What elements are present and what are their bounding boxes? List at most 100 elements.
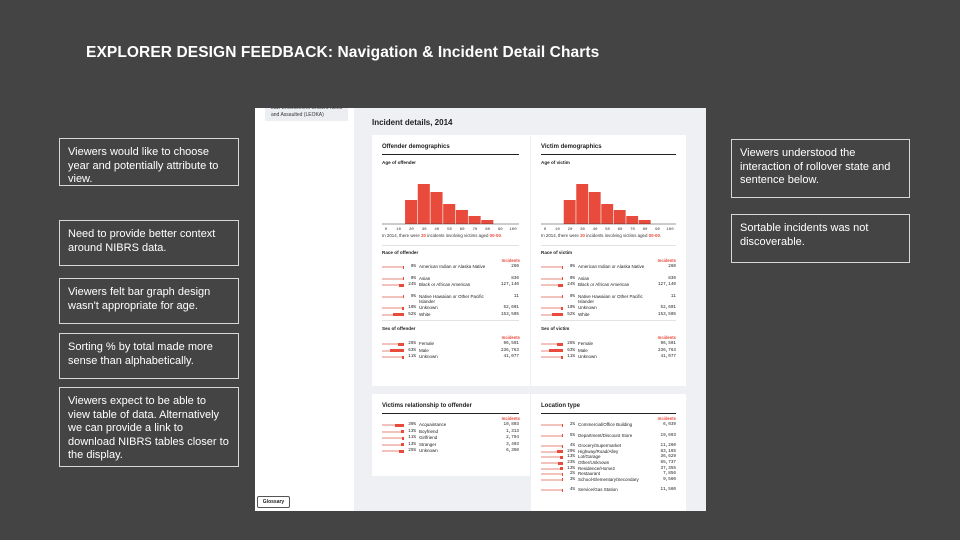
- row-percent: 0%: [569, 275, 575, 281]
- table-row[interactable]: 0% Asian 836: [382, 276, 519, 283]
- incidents-column-header[interactable]: Incidents: [501, 258, 520, 263]
- glossary-button[interactable]: Glossary: [257, 496, 290, 508]
- row-value: 11: [513, 293, 519, 299]
- table-row[interactable]: 11% Unknown 41,077: [541, 354, 676, 361]
- row-percent: 26%: [408, 341, 416, 346]
- table-row[interactable]: 63% Male 236,763: [541, 348, 676, 355]
- table-row[interactable]: 26% Female 96,501: [541, 341, 676, 348]
- section-divider: [382, 320, 519, 321]
- table-row[interactable]: 4% Grocery/Supermarket 11,260: [541, 443, 676, 450]
- table-row[interactable]: 0% Native Hawaiian or Other Pacific Islan…: [382, 294, 519, 306]
- age-bar[interactable]: [626, 216, 639, 224]
- row-percent: 24%: [408, 282, 416, 287]
- row-percent: 11%: [408, 435, 416, 440]
- age-histogram: 0 10 20 30 40 50 60 70 80 90 100: [541, 184, 676, 232]
- row-bar-track: [541, 295, 563, 298]
- table-row[interactable]: 39% Acquaintance 10,803: [382, 422, 519, 429]
- row-value: 260: [668, 264, 676, 269]
- table-row[interactable]: 13% Residence/Home2 37,355: [541, 466, 676, 473]
- relationship-card: Victims relationship to offender Incident…: [372, 394, 530, 476]
- row-bar-track: [541, 473, 563, 476]
- sentence-end: .: [659, 233, 662, 238]
- row-label: Service/Gas Station: [578, 487, 618, 493]
- row-bar-fill: [562, 444, 563, 448]
- row-value: 41,077: [660, 354, 676, 359]
- row-bar-fill: [562, 265, 563, 269]
- table-heading: Sex of victim: [541, 326, 570, 331]
- table-row[interactable]: 10% Unknown 52,601: [382, 305, 519, 312]
- age-bar[interactable]: [430, 192, 443, 224]
- sentence-range: 00-00: [648, 233, 660, 238]
- age-bar[interactable]: [468, 216, 481, 224]
- table-row[interactable]: 0% Asian 836: [541, 276, 676, 283]
- table-row[interactable]: 26% Female 96,501: [382, 341, 519, 348]
- row-value: 96,501: [503, 341, 519, 346]
- sentence-middle: incidents involving victims aged: [584, 233, 649, 238]
- row-bar-fill: [401, 443, 404, 446]
- incidents-column-header[interactable]: Incidents: [657, 416, 676, 421]
- table-row[interactable]: 0% Native Hawaiian or Other Pacific Islan…: [541, 294, 676, 306]
- row-label: Native Hawaiian or Other Pacific Islande…: [578, 293, 643, 304]
- age-tick-label: 100: [509, 228, 517, 232]
- table-row[interactable]: 2% Commercial/Office Building 6,039: [541, 422, 676, 434]
- table-row[interactable]: 5% Department/Discount Store 19,693: [541, 433, 676, 445]
- row-label: Unknown: [419, 448, 438, 453]
- table-row[interactable]: 11% Girlfriend 2,794: [382, 435, 519, 442]
- age-bar[interactable]: [638, 220, 651, 224]
- age-histogram: 0 10 20 30 40 50 60 70 80 90 100: [382, 184, 519, 232]
- incidents-column-header[interactable]: Incidents: [657, 335, 676, 340]
- row-bar-fill: [403, 295, 404, 298]
- table-row[interactable]: 10% Unknown 52,601: [541, 305, 676, 312]
- row-percent: 13%: [408, 441, 416, 447]
- table-row[interactable]: 2% Restaurant 7,856: [541, 471, 676, 478]
- table-row[interactable]: 24% Black or African American 127,140: [382, 282, 519, 294]
- table-row[interactable]: 4% Service/Gas Station 11,560: [541, 487, 676, 494]
- sidebar-item-leoka[interactable]: Law Enforcement Officers Killed and Assa…: [265, 108, 348, 121]
- table-row[interactable]: 11% Unknown 41,077: [382, 354, 519, 361]
- row-label: Asian: [578, 275, 590, 281]
- table-row[interactable]: 25% Unknown 6,350: [382, 448, 519, 455]
- table-row[interactable]: 13% Lot/Garage 36,629: [541, 454, 676, 461]
- age-bar[interactable]: [588, 192, 601, 224]
- row-bar-fill: [401, 430, 404, 433]
- age-tick-label: 60: [618, 228, 623, 232]
- row-label: Lot/Garage: [578, 454, 601, 460]
- incidents-column-header[interactable]: Incidents: [501, 416, 520, 421]
- table-row[interactable]: 52% White 153,505: [382, 312, 519, 319]
- age-bar[interactable]: [405, 200, 418, 224]
- age-bar[interactable]: [563, 200, 576, 224]
- table-row[interactable]: 3% School-Elementary/Secondary 9,560: [541, 477, 676, 489]
- table-row[interactable]: 52% White 153,505: [541, 312, 676, 319]
- table-row[interactable]: 23% Other/Unknown 65,737: [541, 460, 676, 467]
- age-bar[interactable]: [576, 184, 589, 224]
- row-percent: 39%: [408, 422, 416, 427]
- age-bar[interactable]: [481, 220, 494, 224]
- table-row[interactable]: 63% Male 236,763: [382, 348, 519, 355]
- row-bar-fill: [398, 283, 404, 287]
- row-bar-track: [541, 456, 563, 459]
- row-bar-track: [541, 424, 563, 426]
- age-bar[interactable]: [443, 204, 456, 224]
- table-row[interactable]: 0% American Indian or Alaska Native 260: [382, 264, 519, 276]
- section-divider: [382, 245, 519, 246]
- age-bar[interactable]: [613, 210, 626, 224]
- table-row[interactable]: 0% American Indian or Alaska Native 260: [541, 264, 676, 276]
- incidents-column-header[interactable]: Incidents: [657, 258, 676, 263]
- row-bar-fill: [556, 450, 563, 454]
- table-row[interactable]: 24% Black or African American 127,140: [541, 282, 676, 294]
- row-label: Unknown: [419, 354, 438, 359]
- incidents-column-header[interactable]: Incidents: [501, 335, 520, 340]
- age-bar[interactable]: [455, 210, 468, 224]
- row-label: White: [578, 311, 590, 317]
- sentence-count: 20: [421, 233, 426, 238]
- row-value: 11,560: [660, 487, 676, 493]
- row-bar-track: [382, 295, 404, 298]
- table-row[interactable]: 13% Boyfriend 1,313: [382, 429, 519, 436]
- age-bar[interactable]: [417, 184, 430, 224]
- row-label: Highway/Road/Alley: [578, 448, 619, 454]
- age-sentence: In 2014, there were 20 incidents involvi…: [541, 233, 661, 238]
- row-value: 236,763: [657, 347, 676, 353]
- table-row[interactable]: 29% Highway/Road/Alley 83,165: [541, 449, 676, 456]
- table-row[interactable]: 13% Stranger 3,403: [382, 442, 519, 449]
- age-bar[interactable]: [601, 204, 614, 224]
